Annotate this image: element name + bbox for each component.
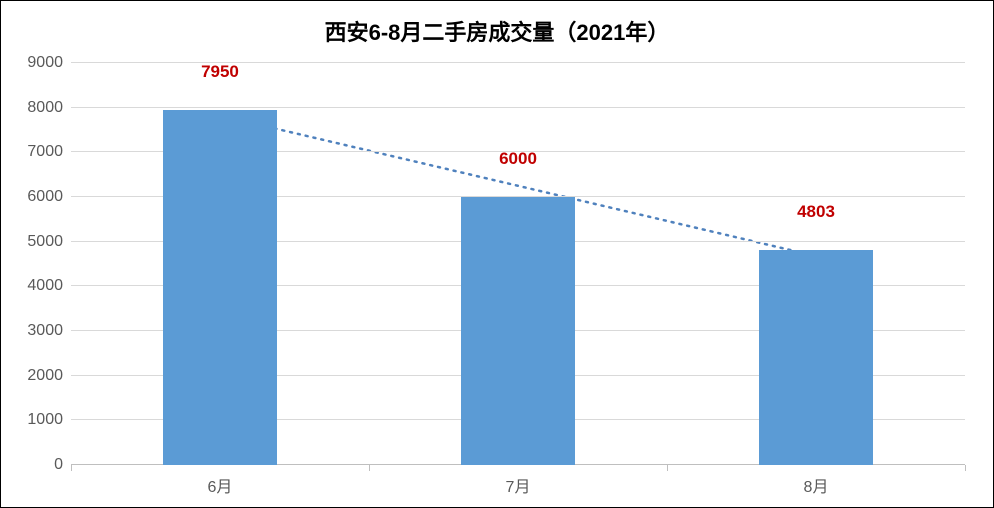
bar bbox=[163, 110, 276, 465]
y-tick-label: 0 bbox=[54, 456, 71, 474]
data-label: 7950 bbox=[201, 62, 239, 86]
data-label: 6000 bbox=[499, 149, 537, 173]
chart-title: 西安6-8月二手房成交量（2021年） bbox=[1, 1, 993, 55]
x-tick-label: 8月 bbox=[804, 465, 829, 497]
x-tick bbox=[667, 465, 668, 471]
y-tick-label: 9000 bbox=[27, 54, 71, 72]
y-tick-label: 8000 bbox=[27, 99, 71, 117]
y-tick-label: 3000 bbox=[27, 322, 71, 340]
x-tick bbox=[369, 465, 370, 471]
y-tick-label: 6000 bbox=[27, 188, 71, 206]
y-tick-label: 2000 bbox=[27, 367, 71, 385]
x-tick-label: 6月 bbox=[208, 465, 233, 497]
y-tick-label: 7000 bbox=[27, 143, 71, 161]
gridline bbox=[71, 107, 965, 108]
y-tick-label: 1000 bbox=[27, 411, 71, 429]
chart-container: 西安6-8月二手房成交量（2021年） 01000200030004000500… bbox=[0, 0, 994, 508]
x-tick-label: 7月 bbox=[506, 465, 531, 497]
y-tick-label: 5000 bbox=[27, 233, 71, 251]
x-tick bbox=[965, 465, 966, 471]
data-label: 4803 bbox=[797, 202, 835, 226]
x-tick bbox=[71, 465, 72, 471]
plot-area: 01000200030004000500060007000800090006月7… bbox=[71, 63, 965, 465]
bar bbox=[759, 250, 872, 465]
bar bbox=[461, 197, 574, 465]
y-tick-label: 4000 bbox=[27, 277, 71, 295]
